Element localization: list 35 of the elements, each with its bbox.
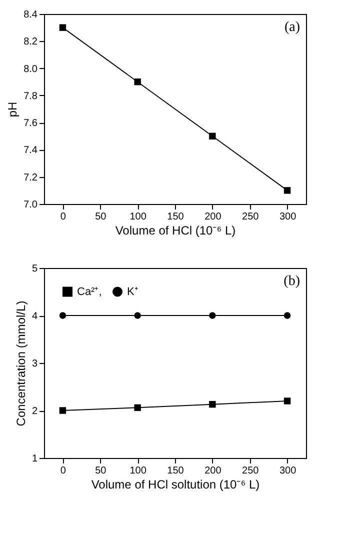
x-tick-label: 250 bbox=[242, 466, 260, 476]
x-tick-label: 200 bbox=[204, 212, 222, 222]
y-axis-title: Concentration (mmol/L) bbox=[14, 300, 28, 426]
x-tick-label: 0 bbox=[60, 212, 66, 222]
x-tick-label: 0 bbox=[60, 466, 66, 476]
x-tick-label: 250 bbox=[242, 212, 260, 222]
x-axis-title: Volume of HCl (10⁻⁶ L) bbox=[115, 224, 236, 238]
y-tick-label: 7.2 bbox=[24, 172, 38, 184]
x-tick-label: 200 bbox=[204, 466, 222, 476]
x-tick-label: 300 bbox=[279, 212, 297, 222]
x-tick-label: 150 bbox=[167, 466, 184, 476]
legend-label: Ca²⁺, bbox=[77, 286, 102, 298]
y-tick-label: 4 bbox=[32, 311, 38, 322]
y-tick-label: 5 bbox=[32, 264, 38, 274]
y-tick-label: 7.8 bbox=[24, 90, 38, 102]
x-tick-label: 300 bbox=[279, 466, 297, 476]
y-tick-label: 8.2 bbox=[24, 36, 38, 48]
x-tick-label: 150 bbox=[167, 212, 184, 222]
x-tick-label: 100 bbox=[130, 212, 147, 222]
legend-label: K⁺ bbox=[127, 286, 138, 298]
x-tick-label: 50 bbox=[95, 212, 107, 222]
y-axis-title: pH bbox=[6, 102, 20, 118]
x-tick-label: 50 bbox=[95, 466, 107, 476]
y-tick-label: 1 bbox=[32, 454, 38, 464]
x-tick-label: 100 bbox=[130, 466, 147, 476]
y-tick-label: 7.6 bbox=[24, 118, 38, 130]
y-tick-label: 2 bbox=[32, 406, 38, 417]
annotation: (b) bbox=[284, 274, 300, 289]
y-tick-label: 8.4 bbox=[24, 10, 38, 20]
annotation: (a) bbox=[284, 20, 300, 35]
y-tick-label: 8.0 bbox=[24, 64, 38, 75]
y-tick-label: 3 bbox=[32, 358, 38, 370]
x-axis-title: Volume of HCl soltution (10⁻⁶ L) bbox=[91, 478, 260, 492]
y-tick-label: 7.4 bbox=[24, 145, 38, 156]
y-tick-label: 7.0 bbox=[24, 200, 38, 210]
